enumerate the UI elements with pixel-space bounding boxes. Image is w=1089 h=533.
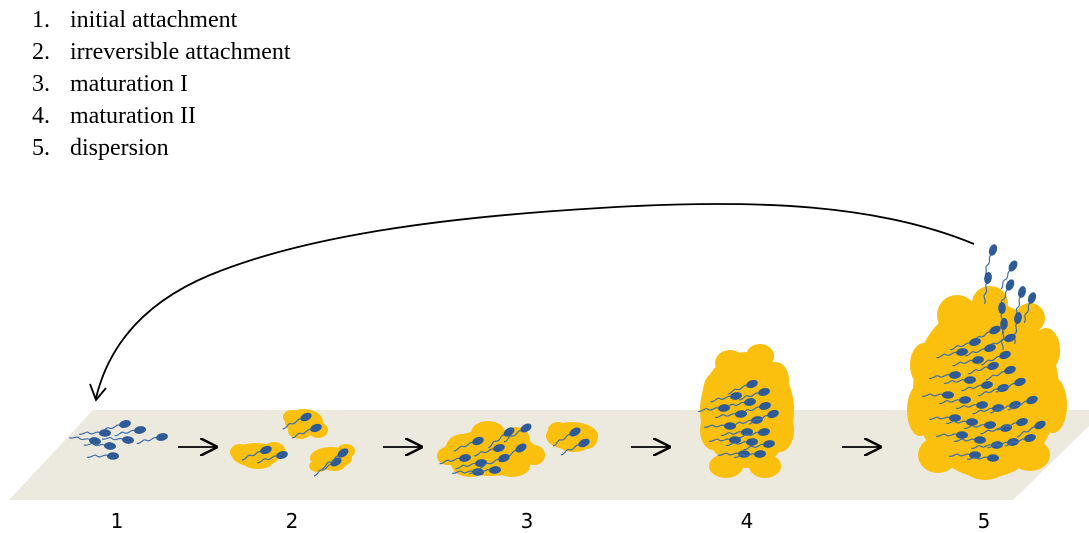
bacterium-stage-1 (78, 429, 111, 437)
stage-legend: 1. initial attachment 2. irreversible atta… (32, 4, 291, 164)
bacterium-stage-5 (965, 344, 996, 357)
bacterium-stage-2 (322, 448, 349, 470)
legend-item-maturation-2: 4. maturation II (32, 100, 291, 132)
bacterium-stage-2 (241, 445, 272, 461)
stage-number-3: 3 (521, 509, 534, 533)
legend-item-maturation-1: 3. maturation I (32, 68, 291, 100)
bacterium-stage-3 (479, 453, 510, 469)
bacterium-stage-5 (948, 451, 981, 459)
bacterium-stage-5 (995, 377, 1026, 393)
bacterium-stage-2 (282, 412, 312, 430)
legend-text: irreversible attachment (70, 39, 291, 65)
stage-number-4: 4 (741, 509, 754, 533)
bacterium-stage-5 (968, 362, 999, 375)
dispersing-bacterium (984, 244, 998, 276)
bacterium-stage-2 (257, 451, 288, 464)
bacterium-stage-5 (945, 418, 978, 426)
bacterium-stage-5 (980, 350, 1011, 366)
bacterium-stage-4 (748, 409, 779, 425)
bacterium-stage-4 (733, 450, 766, 459)
bacterium-stage-3 (453, 436, 484, 452)
legend-number: 4. (32, 103, 50, 129)
bacterium-stage-5 (961, 381, 993, 392)
bacterium-stage-5 (963, 421, 996, 430)
dispersing-bacterium (1023, 292, 1037, 324)
legend-number: 5. (32, 135, 50, 161)
bacterium-stage-3 (468, 466, 501, 475)
bacterium-stage-5 (966, 454, 999, 462)
bacterium-stage-1 (68, 436, 101, 445)
bacterium-stage-5 (950, 338, 981, 351)
bacterium-stage-4 (720, 428, 753, 437)
bacterium-stage-5 (952, 356, 984, 367)
stage-number-1: 1 (111, 509, 124, 533)
dispersion-return-arrow (95, 203, 975, 399)
dispersing-bacterium (983, 272, 992, 305)
bacterium-stage-5 (1005, 434, 1036, 447)
stage-number-2: 2 (286, 509, 299, 533)
bacterium-stage-4 (725, 438, 758, 447)
bacterium-stage-3 (455, 459, 487, 470)
bacterium-stage-5 (935, 431, 968, 439)
legend-number: 1. (32, 7, 50, 33)
legend-number: 3. (32, 71, 50, 97)
bacterium-stage-5 (1007, 395, 1038, 411)
bacterium-stage-4 (743, 440, 775, 451)
bacteria (68, 244, 1046, 477)
bacterium-stage-4 (714, 410, 747, 419)
biofilm-mound-5 (907, 286, 1067, 480)
legend-item-irreversible-attachment: 2. irreversible attachment (32, 36, 291, 68)
legend-item-dispersion: 5. dispersion (32, 132, 291, 164)
legend-number: 2. (32, 39, 50, 65)
bacterium-stage-5 (928, 414, 961, 422)
bacterium-stage-3 (488, 427, 515, 449)
dispersing-bacterium (1000, 260, 1018, 290)
bacterium-stage-5 (921, 391, 954, 399)
bacterium-stage-5 (938, 396, 971, 405)
bacterium-stage-3 (503, 423, 532, 443)
bacterium-stage-3 (451, 468, 484, 476)
bacterium-stage-3 (560, 438, 590, 456)
bacterium-stage-3 (474, 444, 505, 457)
bacterium-stage-5 (936, 348, 968, 359)
legend-text: initial attachment (70, 7, 238, 33)
bacterium-stage-5 (1016, 420, 1046, 438)
bacterium-stage-4 (710, 392, 742, 403)
bacterium-stage-4 (703, 422, 736, 430)
bacterium-stage-2 (291, 423, 322, 439)
legend-text: dispersion (70, 135, 169, 161)
bacterium-stage-4 (739, 388, 770, 401)
bacterium-stage-1 (101, 436, 134, 444)
bacterium-stage-5 (953, 436, 986, 444)
bacterium-stage-5 (943, 376, 976, 385)
return-arrowhead (89, 383, 107, 402)
bacterium-stage-3 (439, 454, 471, 465)
bacterium-stage-4 (708, 436, 741, 444)
bacterium-stage-1 (114, 426, 146, 437)
substrate-surface (9, 410, 1089, 500)
bacterium-stage-1 (86, 452, 119, 460)
bacterium-stage-5 (928, 371, 961, 380)
bacterium-stage-5 (997, 418, 1028, 431)
legend-text: maturation I (70, 71, 188, 97)
bacterium-stage-5 (955, 401, 988, 410)
legend-item-initial-attachment: 1. initial attachment (32, 4, 291, 36)
stage-number-5: 5 (978, 509, 991, 533)
dispersing-bacterium (1013, 312, 1022, 345)
legend-text: maturation II (70, 103, 196, 129)
bacterium-stage-4 (697, 404, 730, 413)
bacterium-stage-3 (552, 427, 581, 447)
bacterium-stage-4 (738, 428, 770, 439)
bacterium-stage-5 (985, 365, 1016, 381)
bacterium-stage-4 (727, 379, 758, 395)
bacterium-stage-1 (136, 433, 168, 445)
